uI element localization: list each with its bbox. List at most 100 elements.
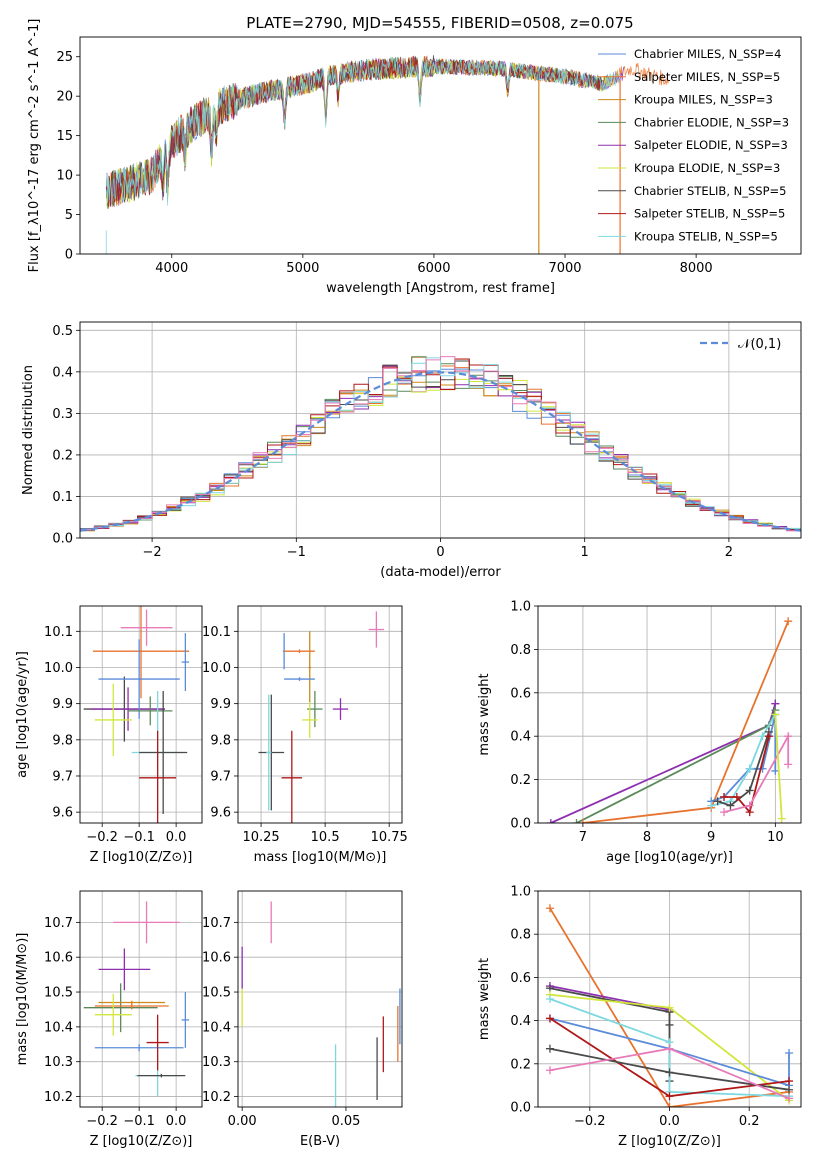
mass_weight_vs_Z-series-6-marker-1 [665, 1092, 674, 1101]
age_vs_mass-ytick-label-1: 9.7 [210, 769, 231, 784]
mass_weight_vs_Z-ytick-label-4: 0.8 [510, 928, 531, 943]
spectrum-ytick-label-3: 15 [56, 129, 73, 144]
mass_weight_vs_age-series-0 [550, 703, 777, 823]
residual_histogram-ytick-label-2: 0.2 [52, 448, 73, 463]
mass_weight_vs_Z-series-2-marker-2 [665, 1020, 674, 1029]
mass_weight_vs_age-xtick-label-2: 9 [707, 830, 715, 845]
mass_vs_Z-ytick-label-3: 10.5 [44, 986, 73, 1001]
mass_vs_Z-ytick-label-4: 10.6 [44, 951, 73, 966]
spectrum-ytick-label-5: 25 [56, 50, 73, 65]
age_vs_mass-xlabel: mass [log10(M/M⊙)] [254, 850, 387, 865]
mass_weight_vs_Z-series-7-marker-0 [545, 1044, 554, 1053]
spectrum-ytick-label-4: 20 [56, 90, 73, 105]
mass_weight_vs_Z-xtick-label-2: 0.2 [739, 1114, 760, 1129]
residual_histogram-ytick-label-0: 0.0 [52, 532, 73, 547]
mass_weight_vs_Z-series-5-marker-3 [785, 1049, 794, 1057]
mass_vs_Z-plot-area [83, 901, 190, 1097]
mass_weight_vs_Z-ylabel: mass weight [477, 958, 492, 1040]
residual_histogram-xtick-label-1: −1 [287, 545, 306, 560]
spectrum-panel: 4000 5000 6000 7000 8000 0 5 10 15 20 25 wavelength… [27, 19, 802, 296]
mass_vs_ebv-xtick-label-0: 0.00 [228, 1114, 257, 1129]
spectrum-legend-label-0: Chabrier MILES, N_SSP=4 [634, 47, 781, 61]
mass_weight_vs_Z-xtick-label-0: −0.2 [574, 1114, 606, 1129]
spectrum-legend-label-8: Kroupa STELIB, N_SSP=5 [634, 229, 778, 243]
mass-weight-vs-age-panel: 7 8 9 10 0.0 0.2 0.4 0.6 0.8 1.0 age [log10(age/yr… [477, 600, 802, 865]
mass_weight_vs_Z-series-4-marker-0 [545, 995, 554, 1003]
mass_weight_vs_Z-series-7-marker-2 [785, 1085, 794, 1094]
mass_weight_vs_age-series-7-marker-1 [745, 801, 754, 810]
mass_weight_vs_age-xlabel: age [log10(age/yr)] [606, 850, 733, 865]
mass_vs_ebv-frame [237, 890, 403, 1108]
mass_weight_vs_Z-series-8-marker-0 [545, 1066, 554, 1075]
spectrum-xtick-label-0: 4000 [155, 261, 188, 276]
residual_histogram-ytick-label-5: 0.5 [52, 324, 73, 339]
residual_histogram-ylabel: Normed distribution [21, 365, 36, 495]
mass_vs_Z-frame [79, 890, 203, 1108]
residual_histogram-ytick-label-1: 0.1 [52, 490, 73, 505]
mass_vs_Z-ytick-label-2: 10.4 [44, 1020, 73, 1035]
mass_weight_vs_age-ytick-label-5: 1.0 [510, 600, 531, 615]
age_vs_Z-ytick-label-3: 9.9 [52, 697, 73, 712]
mass_weight_vs_age-series-6-marker-0 [720, 792, 729, 801]
spectrum-xlabel: wavelength [Angstrom, rest frame] [326, 281, 555, 296]
mass_weight_vs_age-series-2-marker-0 [578, 819, 587, 823]
mass_weight_vs_age-series-0-marker-0 [546, 819, 555, 823]
mass_vs_ebv-xlabel: E(B-V) [300, 1134, 340, 1149]
histogram-legend-label: 𝒩(0,1) [738, 337, 781, 352]
mass_weight_vs_age-ytick-label-3: 0.6 [510, 686, 531, 701]
mass_weight_vs_Z-series-0-marker-0 [545, 904, 554, 913]
residual_histogram-xlabel: (data-model)/error [380, 565, 501, 580]
age-vs-mass-panel: 10.25 10.5 10.75 9.6 9.7 9.8 9.9 10.0 10.1 mass [… [202, 605, 408, 865]
age_vs_Z-xtick-label-2: 0.0 [166, 830, 187, 845]
spectrum-ytick-label-0: 0 [65, 248, 73, 263]
age_vs_Z-xtick-label-0: −0.2 [86, 830, 118, 845]
residual_histogram-ytick-label-4: 0.4 [52, 365, 73, 380]
mass_weight_vs_Z-frame [537, 890, 802, 1108]
spectrum-legend-label-5: Kroupa ELODIE, N_SSP=3 [634, 161, 780, 175]
age_vs_mass-xtick-label-2: 10.75 [371, 830, 408, 845]
mass_weight_vs_Z-series-0-marker-1 [665, 1103, 674, 1107]
mass_weight_vs_Z-series-6-marker-2 [785, 1077, 794, 1086]
residual_histogram-ytick-label-3: 0.3 [52, 407, 73, 422]
mass_vs_ebv-ytick-label-1: 10.3 [202, 1055, 231, 1070]
age_vs_Z-ylabel: age [log10(age/yr)] [15, 651, 30, 778]
spectrum-series-8 [105, 57, 621, 207]
mass_vs_Z-xtick-label-1: −0.1 [123, 1114, 155, 1129]
spectrum-legend-label-3: Chabrier ELODIE, N_SSP=3 [634, 115, 789, 129]
mass_vs_Z-xtick-label-2: 0.0 [166, 1114, 187, 1129]
mass_weight_vs_age-xtick-label-1: 8 [643, 830, 651, 845]
spectrum-ytick-label-2: 10 [56, 169, 73, 184]
mass_weight_vs_Z-xtick-label-1: 0.0 [659, 1114, 680, 1129]
mass_vs_Z-ytick-label-1: 10.3 [44, 1055, 73, 1070]
mass_weight_vs_age-series-7-marker-3 [784, 760, 793, 769]
age_vs_Z-frame [79, 605, 203, 824]
mass_weight_vs_Z-series-4 [549, 998, 790, 1098]
mass_vs_ebv-ytick-label-3: 10.5 [202, 986, 231, 1001]
age_vs_Z-xlabel: Z [log10(Z/Z⊙)] [90, 850, 193, 865]
spectrum-series-7 [105, 55, 605, 207]
age_vs_Z-ytick-label-1: 9.7 [52, 769, 73, 784]
residual_histogram-xtick-label-4: 2 [725, 545, 733, 560]
mass_weight_vs_age-ytick-label-1: 0.2 [510, 773, 531, 788]
mass_weight_vs_age-series-5-marker-1 [726, 801, 735, 810]
spectrum-legend-label-1: Salpeter MILES, N_SSP=5 [634, 70, 780, 84]
mass_weight_vs_age-series-6 [724, 735, 770, 815]
spectrum-plot-area [105, 55, 670, 254]
age_vs_Z-plot-area [83, 606, 190, 823]
mass_vs_Z-ytick-label-5: 10.7 [44, 916, 73, 931]
spectrum-ylabel: Flux [f_λ10^-17 erg cm^-2 s^-1 A^-1] [27, 19, 42, 273]
age_vs_mass-ytick-label-3: 9.9 [210, 697, 231, 712]
mass_weight_vs_age-series-7-marker-0 [720, 808, 729, 817]
mass_vs_Z-ylabel: mass [log10(M/M⊙)] [15, 933, 30, 1066]
mass_weight_vs_Z-series-7-marker-1 [665, 1068, 674, 1077]
mass_weight_vs_Z-xlabel: Z [log10(Z/Z⊙)] [618, 1134, 721, 1149]
mass_weight_vs_age-xtick-label-0: 7 [579, 830, 587, 845]
mass_weight_vs_age-series-5-marker-0 [713, 797, 722, 806]
mass_vs_Z-ytick-label-0: 10.2 [44, 1090, 73, 1105]
age_vs_mass-xtick-label-0: 10.25 [242, 830, 279, 845]
age_vs_mass-ytick-label-0: 9.6 [210, 806, 231, 821]
figure-title: PLATE=2790, MJD=54555, FIBERID=0508, z=0… [246, 14, 633, 32]
spectrum-xtick-label-3: 7000 [548, 261, 581, 276]
mass_weight_vs_age-series-8-marker-1 [777, 814, 786, 823]
